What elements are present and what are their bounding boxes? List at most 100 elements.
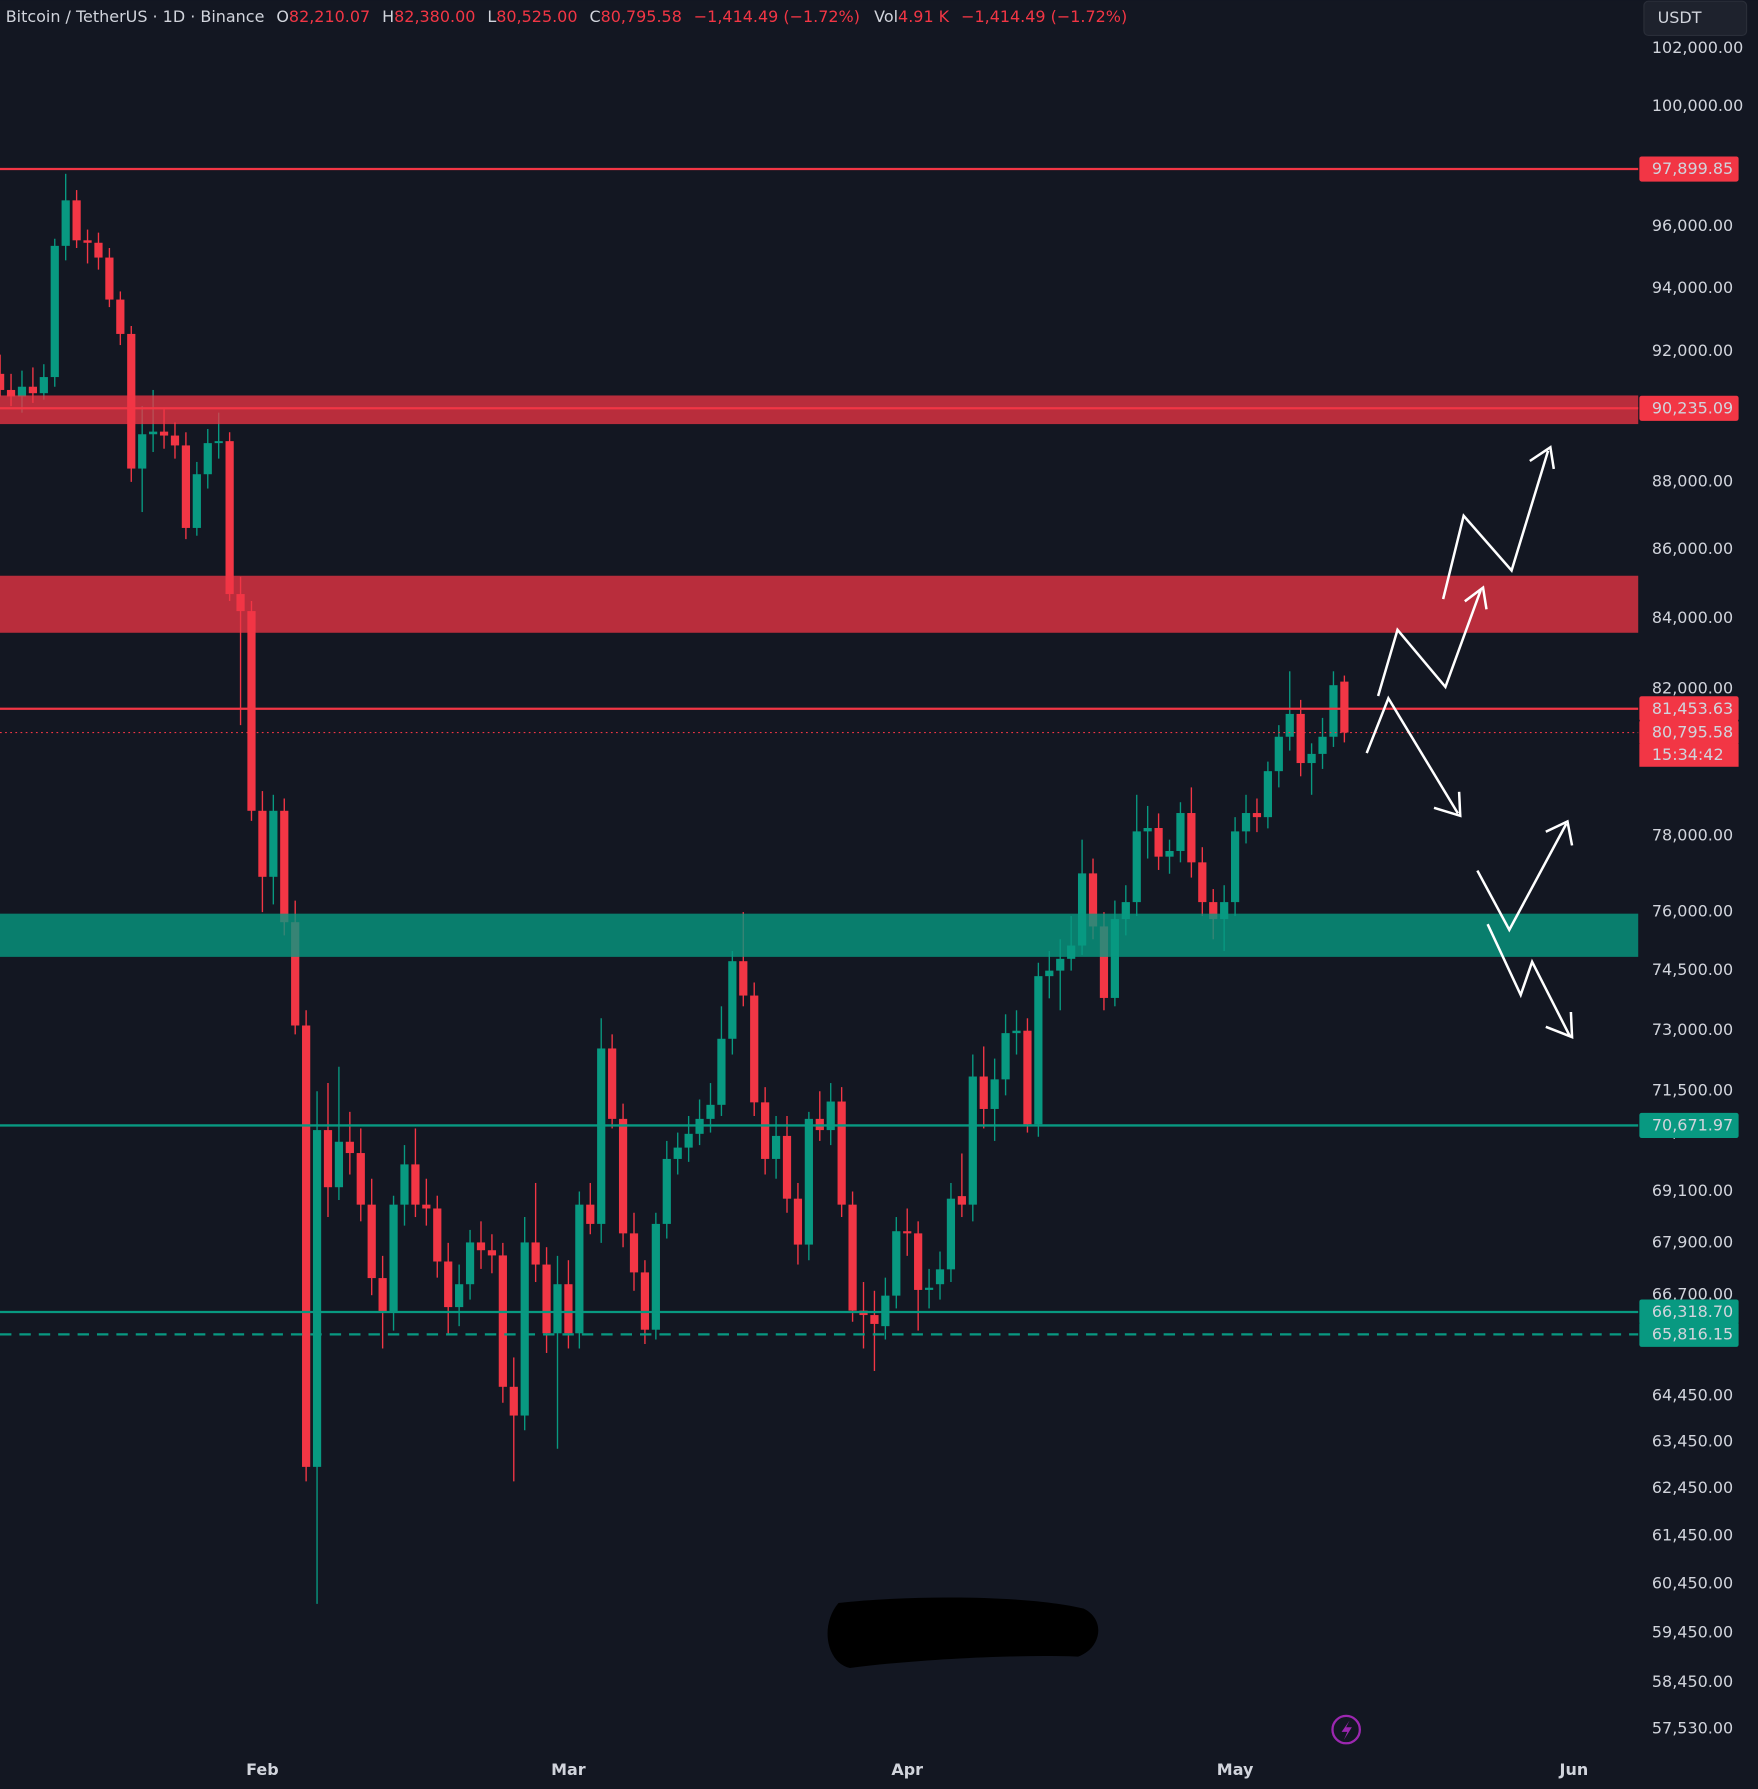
x-tick-label: Apr (891, 1760, 923, 1779)
candle-body (1307, 753, 1316, 764)
candle-body (1329, 685, 1338, 737)
y-tick-label: 66,700.00 (1652, 1285, 1733, 1304)
countdown: 15:34:42 (1652, 745, 1724, 764)
arrow-head (1545, 819, 1574, 846)
candle-body (1285, 713, 1294, 737)
zone (0, 575, 1639, 633)
candle-body (618, 1118, 628, 1234)
candle-body (105, 257, 114, 300)
candle-body (771, 1135, 781, 1159)
candle-body (793, 1198, 803, 1245)
candle-body (1165, 850, 1174, 857)
currency-label: USDT (1658, 8, 1702, 27)
arrow-head (1529, 445, 1556, 470)
candle-body (914, 1233, 923, 1290)
level-label: 97,899.85 (1652, 159, 1733, 178)
candle-body (1176, 813, 1185, 851)
candle-body (946, 1198, 956, 1270)
candle-body (640, 1272, 650, 1330)
level-label-box (1639, 1321, 1739, 1347)
candle-body (990, 1079, 999, 1109)
candle-body (761, 1102, 770, 1159)
candle-body (509, 1386, 518, 1416)
candle-body (1099, 926, 1109, 998)
candle-body (83, 240, 92, 243)
candle-body (586, 1204, 595, 1224)
candle-body (706, 1104, 715, 1119)
y-tick-label: 71,500.00 (1652, 1081, 1733, 1100)
candle-body (1274, 736, 1283, 772)
candle-body (1110, 919, 1119, 998)
candle-body (728, 961, 737, 1039)
low-label: L (487, 7, 496, 26)
x-tick-label: Mar (551, 1760, 586, 1779)
candle-body (50, 245, 59, 378)
candle-body (1143, 828, 1152, 832)
candle-body (192, 474, 201, 528)
candle-body (6, 389, 16, 397)
volume-value: 4.91 K (898, 7, 950, 26)
candle-body (498, 1255, 507, 1387)
open-value: 82,210.07 (289, 7, 370, 26)
candle-body (957, 1196, 966, 1205)
candle-body (181, 445, 191, 528)
level-label: 70,671.97 (1652, 1116, 1733, 1135)
candle-body (979, 1076, 988, 1109)
x-tick-label: Feb (246, 1760, 279, 1779)
candle-body (892, 1231, 901, 1296)
legend-header: Bitcoin / TetherUS · 1D · Binance O82,21… (6, 7, 1128, 26)
candle-body (1296, 713, 1305, 764)
alert-icon[interactable] (1331, 1714, 1361, 1745)
candle-body (444, 1261, 453, 1308)
candle-body (465, 1242, 475, 1285)
projection-arrow (1376, 589, 1482, 697)
candle-body (400, 1164, 409, 1205)
y-tick-label: 100,000.00 (1652, 96, 1743, 115)
candle-body (848, 1204, 857, 1311)
candle-body (0, 373, 5, 390)
y-tick-label: 88,000.00 (1652, 471, 1733, 490)
level-label: 65,816.15 (1652, 1324, 1733, 1343)
x-tick-label: May (1217, 1760, 1254, 1779)
candle-body (94, 242, 103, 258)
candle-body (476, 1242, 486, 1251)
candle-body (269, 810, 278, 877)
y-tick-label: 59,450.00 (1652, 1622, 1733, 1641)
candle-body (291, 922, 300, 1026)
candle-body (378, 1278, 387, 1313)
zone (0, 913, 1639, 957)
level-label-box (1639, 720, 1739, 746)
countdown-box (1639, 743, 1739, 767)
zone (0, 395, 1639, 425)
candle-body (170, 435, 180, 446)
candle-body (870, 1315, 879, 1324)
candle-body (159, 431, 169, 436)
arrow-head (1464, 585, 1488, 610)
level-label-box (1639, 1112, 1739, 1138)
candle-body (837, 1101, 846, 1205)
candle-body (334, 1141, 344, 1188)
level-label: 90,235.09 (1652, 398, 1733, 417)
candle-body (924, 1287, 934, 1290)
level-label: 81,453.63 (1652, 699, 1733, 718)
currency-button[interactable] (1643, 0, 1748, 37)
candle-body (1198, 862, 1207, 903)
level-label: 66,318.70 (1652, 1302, 1733, 1321)
projection-arrow (1441, 450, 1550, 600)
candle-body (422, 1204, 431, 1209)
candle-body (1034, 976, 1043, 1125)
y-tick-label: 63,450.00 (1652, 1431, 1733, 1450)
y-tick-label: 94,000.00 (1652, 278, 1733, 297)
candle-body (258, 810, 267, 877)
y-tick-label: 78,000.00 (1652, 825, 1733, 844)
candle-body (116, 299, 125, 334)
y-tick-label: 64,450.00 (1652, 1385, 1733, 1404)
alert-icon-bolt (1341, 1720, 1352, 1740)
y-tick-label: 86,000.00 (1652, 539, 1733, 558)
y-tick-label: 67,900.00 (1652, 1232, 1733, 1251)
level-label-box (1639, 696, 1739, 722)
candle-body (1045, 970, 1054, 977)
symbol[interactable]: Bitcoin / TetherUS · 1D · Binance (6, 7, 265, 26)
low-value: 80,525.00 (496, 7, 577, 26)
